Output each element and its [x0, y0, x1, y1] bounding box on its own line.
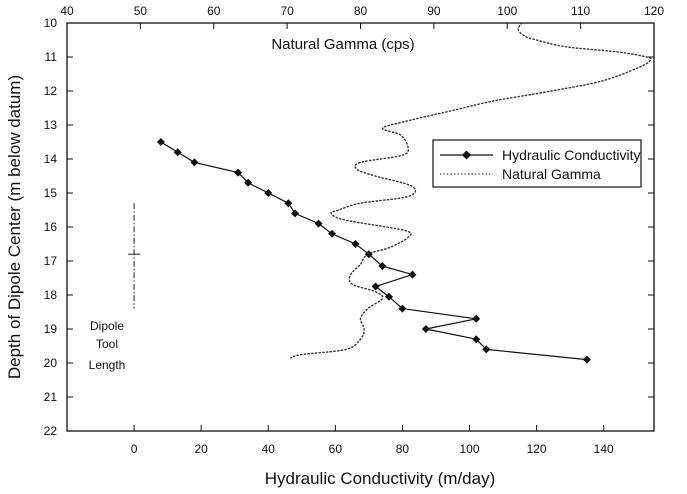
left-tick-label: 21: [44, 390, 58, 404]
hydraulic-conductivity-point: [472, 335, 481, 344]
bottom-axis-tick-labels: 0 20 40 60 80 100 120 140: [131, 442, 614, 456]
top-tick-label: 110: [571, 4, 590, 18]
top-tick-label: 120: [644, 4, 664, 18]
hydraulic-conductivity-point: [156, 138, 165, 146]
top-tick-label: 50: [134, 4, 148, 18]
bottom-tick-label: 120: [527, 442, 547, 456]
top-tick-label: 80: [354, 4, 368, 18]
dipole-label-line-2: Tool: [96, 337, 118, 351]
hydraulic-conductivity-point: [378, 262, 387, 271]
hydraulic-conductivity-point: [244, 178, 253, 187]
natural-gamma-series: [290, 22, 652, 359]
top-tick-label: 70: [280, 4, 294, 18]
left-tick-label: 11: [45, 50, 58, 64]
hydraulic-conductivity-point: [284, 199, 293, 208]
left-tick-label: 17: [44, 254, 58, 268]
bottom-tick-label: 0: [131, 442, 138, 456]
hydraulic-conductivity-point: [264, 189, 273, 197]
left-tick-label: 14: [44, 152, 58, 166]
legend: Hydraulic Conductivity Natural Gamma: [432, 139, 642, 188]
tick-marks: [66, 22, 655, 432]
top-tick-label: 100: [497, 4, 517, 18]
left-axis-tick-labels: 10 11 12 13 14 15 16 17 18 19 20 21 22: [44, 16, 58, 438]
hydraulic-conductivity-point: [351, 240, 360, 248]
dipole-tool-length-annotation: Dipole Tool Length: [89, 203, 141, 372]
hydraulic-conductivity-point: [327, 229, 336, 238]
bottom-tick-label: 60: [329, 442, 343, 456]
bottom-tick-label: 20: [194, 442, 208, 456]
bottom-tick-label: 100: [459, 442, 479, 456]
hydraulic-conductivity-point: [472, 314, 481, 323]
legend-entry-hydraulic-conductivity: Hydraulic Conductivity: [502, 147, 641, 163]
left-tick-label: 19: [44, 322, 58, 336]
left-tick-label: 16: [44, 220, 58, 234]
hydraulic-conductivity-point: [385, 292, 394, 301]
legend-entry-natural-gamma: Natural Gamma: [502, 166, 601, 182]
hydraulic-conductivity-series: [156, 138, 591, 364]
hydraulic-conductivity-point: [421, 325, 430, 333]
legend-box: [432, 139, 642, 188]
left-tick-label: 18: [44, 288, 58, 302]
left-tick-label: 15: [44, 186, 58, 200]
hydraulic-conductivity-line: [160, 141, 587, 361]
bottom-tick-label: 40: [262, 442, 276, 456]
dipole-label-line-1: Dipole: [90, 319, 124, 333]
hydraulic-conductivity-point: [190, 158, 199, 167]
left-tick-label: 10: [44, 16, 58, 30]
left-axis-title: Depth of Dipole Center (m below datum): [5, 75, 24, 379]
hydraulic-conductivity-point: [234, 168, 243, 177]
top-tick-label: 60: [207, 4, 221, 18]
bottom-tick-label: 140: [594, 442, 614, 456]
top-axis-title: Natural Gamma (cps): [271, 36, 414, 53]
left-tick-label: 12: [44, 84, 58, 98]
hydraulic-conductivity-point: [408, 270, 417, 279]
bottom-tick-label: 80: [396, 442, 410, 456]
left-tick-label: 20: [44, 356, 58, 370]
top-tick-label: 90: [427, 4, 441, 18]
top-axis-tick-labels: 40 50 60 70 80 90 100 110 120: [60, 4, 664, 18]
plot-frame: [66, 22, 655, 432]
left-tick-label: 13: [44, 118, 58, 132]
hydraulic-conductivity-point: [482, 345, 491, 354]
hydraulic-conductivity-point: [582, 355, 591, 364]
hydraulic-conductivity-point: [314, 219, 323, 228]
legend-hc-swatch-marker: [462, 150, 471, 160]
dipole-label-line-3: Length: [89, 358, 126, 372]
hydraulic-conductivity-point: [371, 282, 380, 291]
hydraulic-conductivity-point: [398, 304, 407, 313]
bottom-axis-title: Hydraulic Conductivity (m/day): [265, 469, 496, 488]
top-tick-label: 40: [60, 4, 74, 18]
natural-gamma-line: [290, 22, 652, 359]
hydraulic-conductivity-point: [291, 209, 300, 218]
hydraulic-conductivity-point: [173, 148, 182, 157]
left-tick-label: 22: [44, 424, 58, 438]
hydraulic-conductivity-point: [364, 250, 373, 259]
